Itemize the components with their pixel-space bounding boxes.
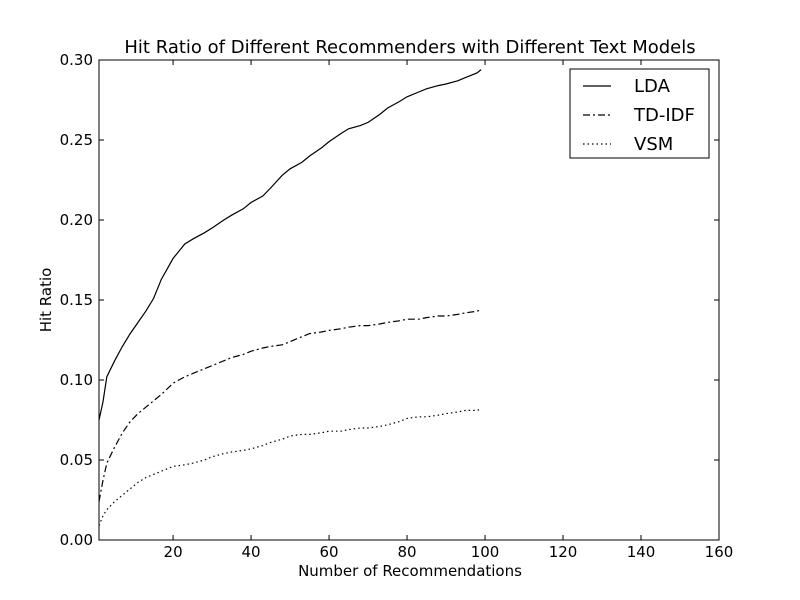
x-tick-label: 140	[627, 543, 656, 561]
legend-items: LDA TD-IDF VSM	[583, 76, 695, 155]
y-tick-label: 0.20	[60, 211, 93, 229]
legend-label-vsm: VSM	[634, 134, 673, 155]
x-axis-ticks: 20 40 60 80 100 120 140 160	[164, 60, 734, 561]
x-tick-label: 20	[164, 543, 183, 561]
y-tick-label: 0.15	[60, 291, 93, 309]
y-tick-label: 0.10	[60, 371, 93, 389]
x-tick-label: 60	[320, 543, 339, 561]
series-line-lda	[98, 69, 482, 421]
x-tick-label: 160	[705, 543, 734, 561]
y-tick-label: 0.25	[60, 131, 93, 149]
x-tick-label: 40	[242, 543, 261, 561]
series-line-vsm	[98, 408, 482, 526]
y-tick-label: 0.00	[60, 531, 93, 549]
chart-title: Hit Ratio of Different Recommenders with…	[124, 37, 695, 58]
y-axis-title: Hit Ratio	[37, 268, 55, 333]
legend-frame	[569, 68, 710, 159]
series-layer	[98, 69, 482, 526]
x-tick-label: 120	[549, 543, 578, 561]
x-axis-title: Number of Recommendations	[298, 562, 522, 580]
legend-label-td-idf: TD-IDF	[633, 105, 695, 126]
x-tick-label: 100	[471, 543, 500, 561]
y-axis-ticks: 0.00 0.05 0.10 0.15 0.20 0.25 0.30	[60, 51, 719, 549]
legend: LDA TD-IDF VSM	[569, 68, 710, 159]
y-tick-label: 0.05	[60, 451, 93, 469]
x-tick-label: 80	[398, 543, 417, 561]
y-tick-label: 0.30	[60, 51, 93, 69]
series-line-td-idf	[98, 309, 482, 502]
legend-label-lda: LDA	[634, 76, 671, 97]
